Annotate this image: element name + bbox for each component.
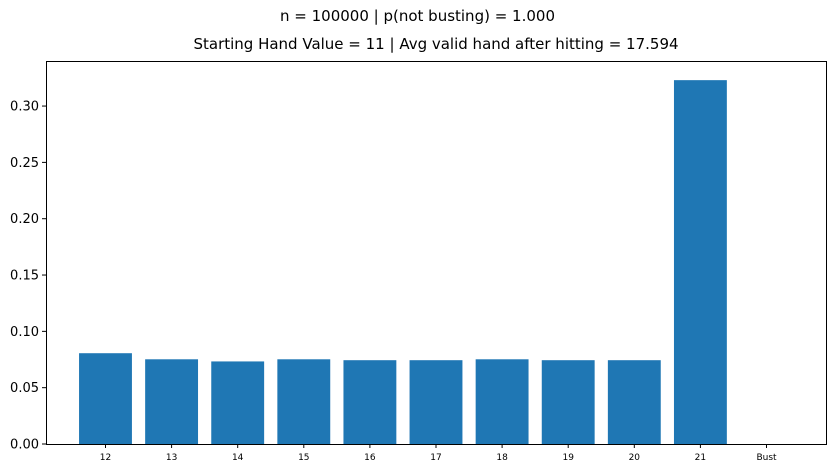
- y-tick-label: 0.10: [10, 325, 39, 340]
- bar-19: [541, 360, 595, 444]
- x-tick-label: 20: [629, 453, 641, 463]
- x-tick-label: Bust: [756, 453, 777, 463]
- bar-21: [673, 80, 727, 445]
- bar-14: [211, 361, 265, 444]
- y-tick-label: 0.15: [10, 269, 39, 284]
- x-tick-label: 13: [166, 453, 177, 463]
- y-tick-label: 0.00: [10, 438, 39, 453]
- x-tick-label: 17: [430, 453, 441, 463]
- y-tick-label: 0.25: [10, 156, 39, 171]
- axes-frame: [46, 61, 827, 445]
- bar-18: [475, 359, 529, 444]
- x-tick-label: 12: [100, 453, 111, 463]
- x-tick-label: 14: [232, 453, 244, 463]
- bar-17: [409, 360, 463, 444]
- y-tick-label: 0.05: [10, 381, 39, 396]
- x-tick-label: 19: [562, 453, 574, 463]
- bar-13: [145, 359, 199, 444]
- chart-title: Starting Hand Value = 11 | Avg valid han…: [193, 35, 679, 53]
- bar-16: [343, 360, 397, 444]
- y-axis: 0.00 0.05 0.10 0.15 0.20 0.25 0.30: [10, 100, 46, 453]
- y-tick-label: 0.20: [10, 212, 39, 227]
- bar-12: [79, 353, 132, 444]
- bar-15: [277, 359, 331, 444]
- x-tick-label: 15: [298, 453, 309, 463]
- x-tick-label: 21: [695, 453, 706, 463]
- y-tick-label: 0.30: [10, 100, 39, 115]
- x-tick-label: 16: [364, 453, 376, 463]
- x-axis: 12 13 14 15 16 17 18 19 20 21 Bust: [100, 444, 777, 463]
- x-tick-label: 18: [496, 453, 508, 463]
- bar-20: [607, 360, 661, 444]
- bars-layer: [79, 80, 727, 445]
- chart-suptitle: n = 100000 | p(not busting) = 1.000: [280, 7, 555, 25]
